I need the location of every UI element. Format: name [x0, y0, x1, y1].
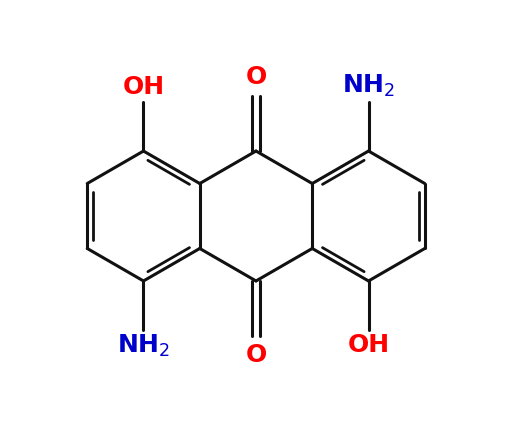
Text: O: O: [245, 343, 267, 367]
Text: OH: OH: [122, 75, 164, 99]
Text: OH: OH: [348, 333, 390, 357]
Text: NH$_2$: NH$_2$: [342, 73, 395, 99]
Text: NH$_2$: NH$_2$: [117, 333, 170, 359]
Text: O: O: [245, 65, 267, 89]
